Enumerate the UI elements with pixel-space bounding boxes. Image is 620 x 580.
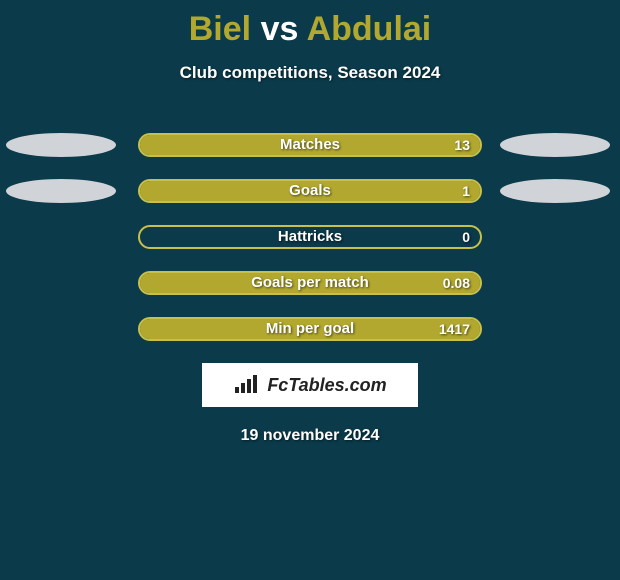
player2-marker [500, 179, 610, 203]
stat-label: Goals [138, 179, 482, 203]
stat-label: Hattricks [138, 225, 482, 249]
stat-value: 13 [454, 133, 470, 157]
stat-row: Min per goal1417 [0, 317, 620, 341]
stats-chart: Matches13 Goals1 Hattricks0 Goals per match… [0, 133, 620, 341]
stat-value: 1417 [439, 317, 470, 341]
bar-chart-icon [233, 375, 261, 395]
subtitle: Club competitions, Season 2024 [0, 63, 620, 83]
stat-value: 1 [462, 179, 470, 203]
stat-label: Min per goal [138, 317, 482, 341]
stat-row: Goals1 [0, 179, 620, 203]
player2-name: Abdulai [307, 10, 432, 48]
player1-marker [6, 133, 116, 157]
player1-name: Biel [189, 10, 251, 48]
date-text: 19 november 2024 [0, 427, 620, 445]
fctables-logo: FcTables.com [202, 363, 418, 407]
player2-marker [500, 133, 610, 157]
stat-row: Hattricks0 [0, 225, 620, 249]
stat-value: 0.08 [443, 271, 470, 295]
vs-text: vs [261, 10, 299, 48]
stat-row: Goals per match0.08 [0, 271, 620, 295]
player1-marker [6, 179, 116, 203]
stat-label: Matches [138, 133, 482, 157]
logo-text: FcTables.com [267, 375, 386, 396]
stat-row: Matches13 [0, 133, 620, 157]
comparison-title: Biel vs Abdulai [0, 0, 620, 49]
stat-value: 0 [462, 225, 470, 249]
stat-label: Goals per match [138, 271, 482, 295]
